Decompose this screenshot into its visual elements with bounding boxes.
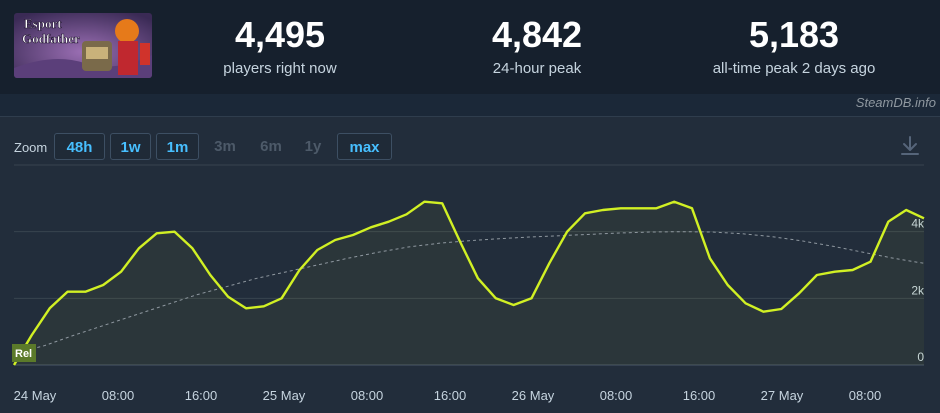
logo-text-bottom: Godfather: [22, 31, 80, 46]
stat-value: 4,842: [491, 14, 583, 55]
players-series-line: [12, 200, 925, 366]
logo-text-top: Esport: [24, 16, 62, 31]
x-tick-label: 08:00: [102, 388, 135, 403]
zoom-6m-button[interactable]: 6m: [260, 138, 282, 155]
zoom-1y-button[interactable]: 1y: [304, 138, 322, 155]
y-tick-label: 2k: [911, 283, 925, 297]
release-flag[interactable]: Rel: [12, 344, 36, 362]
y-tick-label: 0: [917, 350, 924, 364]
players-area: [14, 201, 924, 365]
stat-all-time-peak: 5,183 all-time peak 2 days ago: [664, 14, 924, 77]
stat-value: 5,183: [748, 14, 840, 55]
x-tick-label: 16:00: [185, 388, 218, 403]
game-logo[interactable]: Esport Godfather: [14, 13, 152, 78]
stat-current-players: 4,495 players right now: [150, 14, 410, 77]
zoom-1m-button[interactable]: 1m: [156, 133, 199, 160]
x-tick-label: 08:00: [600, 388, 633, 403]
average-series-line: [13, 231, 925, 354]
x-tick-label: 08:00: [849, 388, 882, 403]
steamdb-watermark[interactable]: SteamDB.info: [855, 95, 936, 110]
stat-24h-peak: 4,842 24-hour peak: [407, 14, 667, 77]
x-tick-label: 25 May: [263, 388, 306, 403]
x-tick-label: 24 May: [14, 388, 57, 403]
download-icon[interactable]: [900, 135, 920, 157]
stats-header: [0, 0, 940, 94]
x-tick-label: 26 May: [512, 388, 555, 403]
game-cover-art: Esport Godfather: [14, 13, 152, 78]
stat-label: 24-hour peak: [492, 60, 582, 77]
y-tick-label: 4k: [911, 217, 925, 231]
stat-value: 4,495: [234, 14, 326, 55]
stat-label[interactable]: all-time peak 2 days ago: [712, 60, 876, 77]
x-tick-label: 16:00: [434, 388, 467, 403]
zoom-max-button[interactable]: max: [337, 133, 392, 160]
zoom-48h-button[interactable]: 48h: [54, 133, 105, 160]
release-flag-label: Rel: [15, 348, 32, 360]
x-tick-label: 16:00: [683, 388, 716, 403]
zoom-3m-button[interactable]: 3m: [214, 138, 236, 155]
stat-label: players right now: [223, 60, 337, 77]
zoom-label: Zoom: [14, 140, 48, 155]
player-count-chart: 0 2k 4k 24 May 08:00 16:00 25 May 08:00 16:00 26…: [12, 164, 925, 403]
x-tick-label: 08:00: [351, 388, 384, 403]
zoom-1w-button[interactable]: 1w: [110, 133, 151, 160]
x-tick-label: 27 May: [761, 388, 804, 403]
